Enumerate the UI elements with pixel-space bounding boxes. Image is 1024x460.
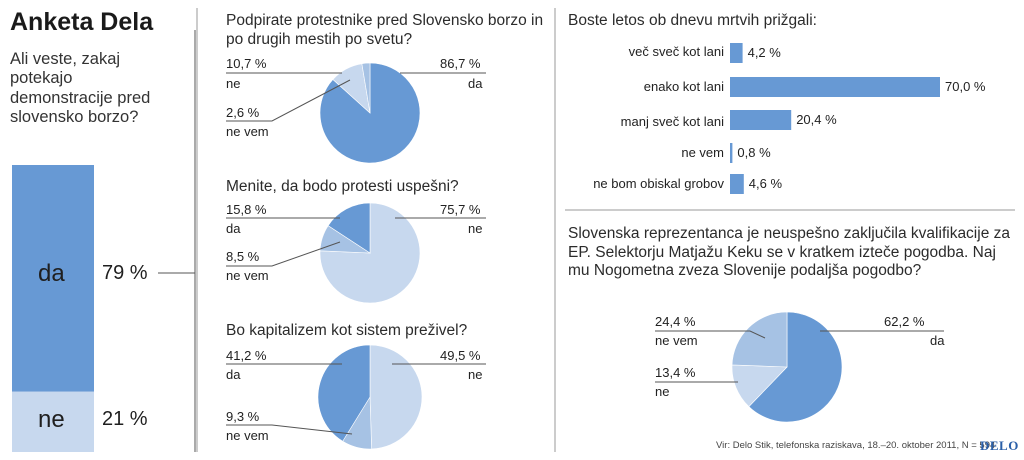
question-1: Podpirate protestnike pred Slovensko bor… [226,12,544,48]
pie1-label-ne: ne [226,76,241,91]
pie1-value-ne: 10,7 % [226,56,267,71]
pie4-value-ne: 13,4 % [655,365,696,380]
pie-chart-protests-successful [319,202,421,304]
pie4-value-nevem: 24,4 % [655,314,696,329]
hbar-category: ne vem [681,145,724,160]
pie3-label-nevem: ne vem [226,428,269,443]
leader-line [655,330,766,339]
hbar-category: ne bom obiskal grobov [593,176,724,191]
bar-value-ne: 21 % [102,408,148,430]
pie-slice [369,344,423,450]
hbar [730,43,743,63]
bar-label-ne: ne [38,406,65,433]
source-note: Vir: Delo Stik, telefonska raziskava, 18… [716,440,996,451]
hbar [730,110,792,130]
pie2-value-nevem: 8,5 % [226,249,260,264]
hbar-value: 4,2 % [747,45,781,60]
pie1-value-nevem: 2,6 % [226,105,260,120]
leader-line [226,79,351,122]
pie2-label-ne: ne [468,221,483,236]
hbar [730,143,733,163]
delo-logo: DELO [980,438,1019,453]
pie3-value-ne: 49,5 % [440,348,481,363]
question-2: Menite, da bodo protesti uspešni? [226,178,459,195]
leader-lines [226,72,944,435]
pie-slice [319,202,421,304]
leader-line [226,424,353,435]
pie-slice [748,311,843,423]
pie-chart-support-protesters [319,62,421,164]
leader-line [226,241,341,267]
pie-chart-capitalism-survive [317,344,423,450]
bracket [158,30,196,452]
pie-slice [361,62,371,114]
hbar-category: več sveč kot lani [628,44,724,59]
pie4-label-nevem: ne vem [655,333,698,348]
pie-chart-kek-contract [731,311,843,423]
hbar-value: 70,0 % [945,79,986,94]
pie4-value-da: 62,2 % [884,314,925,329]
pie1-label-da: da [468,76,483,91]
bar-label-da: da [38,260,65,287]
question-5: Slovenska reprezentanca je neuspešno zak… [568,225,1010,280]
pie3-label-da: da [226,367,241,382]
pie4-label-da: da [930,333,945,348]
horizontal-bar-chart-candles [730,43,940,194]
pie1-label-nevem: ne vem [226,124,269,139]
bar-value-da: 79 % [102,262,148,284]
pie3-value-nevem: 9,3 % [226,409,260,424]
stack-segment-ne [12,391,94,452]
pie-slice [731,311,788,368]
page-title: Anketa Dela [10,8,154,36]
stacked-bar [12,165,94,452]
page-subtitle: Ali veste, zakaj potekajo demonstracije … [10,50,151,127]
hbar [730,77,940,97]
pie4-label-ne: ne [655,384,670,399]
pie3-label-ne: ne [468,367,483,382]
pie2-value-ne: 75,7 % [440,202,481,217]
hbar-category: enako kot lani [643,79,724,94]
hbar [730,174,744,194]
hbar-category: manj sveč kot lani [620,114,724,129]
question-4: Boste letos ob dnevu mrtvih prižgali: [568,12,817,29]
hbar-value: 20,4 % [796,112,837,127]
pie-slice [327,202,371,254]
pie2-value-da: 15,8 % [226,202,267,217]
question-3: Bo kapitalizem kot sistem preživel? [226,322,468,339]
pie1-value-da: 86,7 % [440,56,481,71]
pie2-label-nevem: ne vem [226,268,269,283]
hbar-value: 0,8 % [737,145,771,160]
hbar-value: 4,6 % [748,176,783,191]
stack-segment-da [12,165,94,392]
pie3-value-da: 41,2 % [226,348,267,363]
pie2-label-da: da [226,221,241,236]
